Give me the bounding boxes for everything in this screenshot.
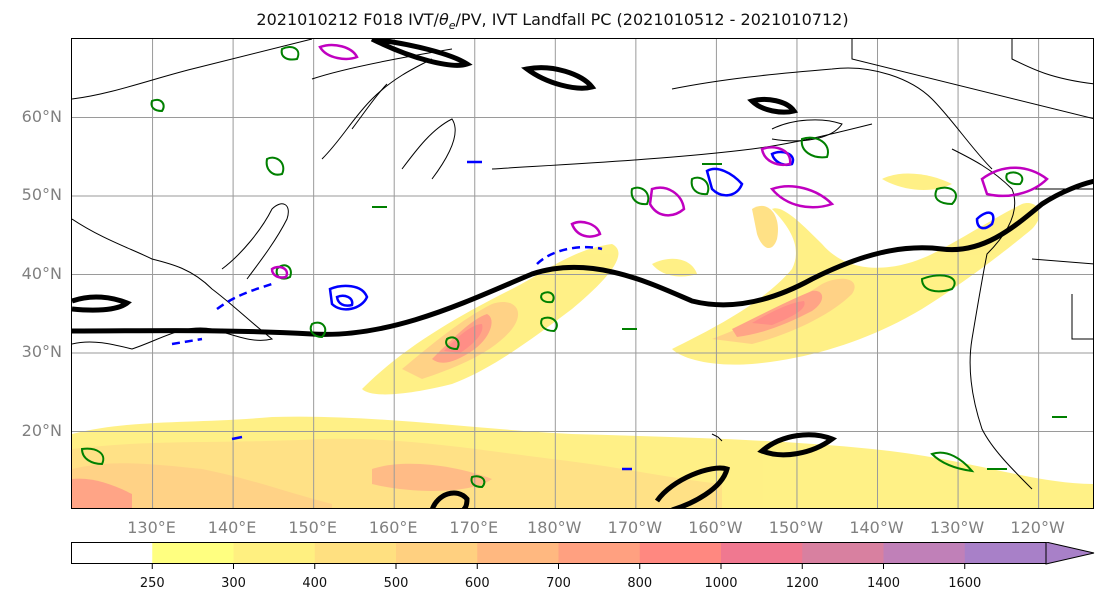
colorbar-bin [152,542,234,564]
longitude-label: 120°W [1010,518,1065,537]
colorbar-tick-label: 800 [627,576,653,591]
longitude-label: 140°E [207,518,257,537]
colorbar-bin [71,542,153,564]
latitude-label: 50°N [21,185,62,204]
colorbar-bin [883,542,966,564]
coastlines [72,39,1093,490]
colorbar-tick-label: 1000 [704,576,738,591]
longitude-label: 160°E [368,518,418,537]
longitude-label: 160°W [688,518,743,537]
graticule [72,39,1093,508]
longitude-label: 180°W [527,518,582,537]
longitude-label: 150°W [768,518,824,537]
latitude-label: 60°N [21,106,62,126]
colorbar-tick-label: 1200 [785,576,819,591]
ivt-shading [72,173,1093,508]
colorbar-bin [964,542,1047,564]
colorbar-extend-arrow [1045,542,1095,565]
colorbar-bin [639,542,722,564]
ivt-contours [72,39,1093,508]
ivt-colorbar [71,542,1095,569]
title-theta-subscript: e [448,19,456,33]
colorbar-outline [71,542,1047,564]
colorbar-bin [558,542,641,564]
map-panel [71,38,1094,509]
title-theta: θ [438,10,449,29]
colorbar-bin [396,542,478,564]
colorbar-bin [314,542,397,564]
latitude-label: 20°N [21,420,62,440]
colorbar-bin [721,542,803,564]
colorbar-tick-label: 500 [383,576,409,591]
longitude-label: 130°W [929,518,985,537]
colorbar-tick-label: 400 [302,576,328,591]
latitude-label: 40°N [21,263,62,283]
colorbar-bin [233,542,316,564]
title-prefix: 2021010212 F018 IVT/ [256,10,439,29]
colorbar-tick-label: 1600 [948,576,982,591]
map-title: 2021010212 F018 IVT/θe/PV, IVT Landfall … [0,10,1105,32]
colorbar-tick-label: 250 [139,576,165,591]
colorbar-tick-label: 1400 [866,576,901,591]
longitude-label: 170°W [607,518,663,537]
colorbar-bin [477,542,559,564]
pv-contours [80,46,1067,489]
longitude-label: 140°W [849,518,904,537]
colorbar-bin [802,542,884,564]
colorbar-tick-label: 300 [221,576,246,591]
longitude-label: 170°E [449,518,499,537]
latitude-label: 30°N [21,342,62,361]
title-suffix: /PV, IVT Landfall PC (2021010512 - 20210… [455,10,849,29]
longitude-label: 130°E [127,518,176,537]
colorbar-tick-label: 600 [464,576,490,591]
longitude-label: 150°E [288,518,337,537]
colorbar-tick-label: 700 [546,576,571,591]
theta-e-contours [171,150,995,471]
magenta-contours [270,43,1049,279]
map-canvas [72,39,1093,508]
